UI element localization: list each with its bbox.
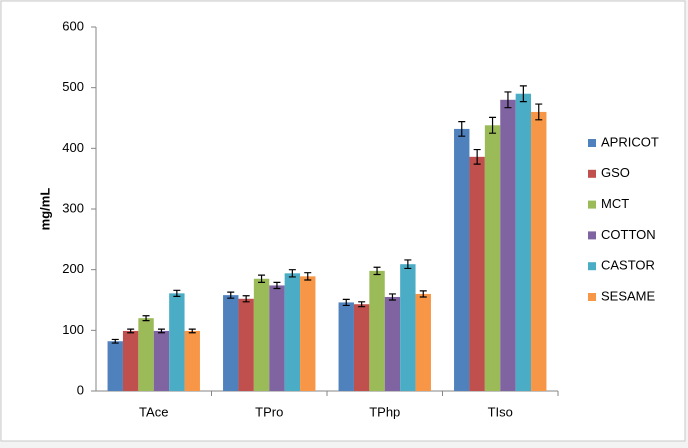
bar (369, 270, 385, 391)
bar (384, 296, 401, 391)
error-bar (535, 103, 543, 121)
y-tick-label: 0 (77, 382, 84, 397)
bar (138, 318, 154, 391)
bar (400, 264, 416, 391)
bar (284, 273, 301, 391)
x-tick-label: TPhp (369, 404, 400, 419)
bar (169, 293, 185, 391)
error-bar (304, 272, 312, 281)
y-axis-label: mg/mL (37, 188, 52, 231)
bar (300, 276, 316, 391)
legend-label: GSO (601, 165, 630, 180)
x-tick-label: TIso (488, 404, 513, 419)
y-tick-label: 600 (62, 18, 84, 33)
y-tick-label: 100 (62, 322, 84, 337)
error-bar (142, 315, 150, 322)
error-bar (458, 121, 466, 137)
bar (223, 295, 239, 391)
bar (454, 128, 470, 392)
error-bar (388, 293, 396, 301)
bar (353, 304, 370, 391)
x-tick-label: TPro (255, 404, 283, 419)
bar (122, 330, 139, 391)
error-bar (127, 328, 135, 334)
error-bar (373, 266, 381, 276)
error-bar (288, 269, 296, 278)
legend-swatch (588, 293, 596, 301)
bar (153, 330, 170, 391)
legend-swatch (588, 200, 596, 209)
error-bar (173, 289, 181, 297)
y-tick-label: 200 (62, 261, 84, 276)
bar (107, 341, 123, 391)
error-bar (519, 85, 527, 103)
bar (253, 278, 270, 391)
bar (269, 285, 285, 391)
error-bar (504, 91, 512, 109)
legend-swatch (588, 169, 596, 178)
bar (184, 330, 200, 391)
legend-label: SESAME (601, 288, 656, 303)
error-bar (227, 291, 235, 299)
error-bar (489, 116, 497, 134)
error-bar (342, 298, 350, 307)
error-bar (242, 295, 250, 303)
legend-label: COTTON (601, 227, 656, 242)
bar (338, 302, 354, 391)
error-bar (404, 259, 412, 270)
legend-swatch (588, 262, 596, 271)
bar (515, 93, 532, 391)
bar (238, 298, 254, 391)
legend-label: CASTOR (601, 258, 655, 273)
legend-label: MCT (601, 196, 629, 211)
y-tick-label: 300 (62, 200, 84, 215)
bar (484, 125, 501, 391)
error-bar (419, 290, 427, 298)
y-tick-label: 500 (62, 79, 84, 94)
legend-swatch (588, 231, 596, 240)
bar (531, 111, 547, 391)
error-bar (188, 328, 196, 334)
error-bar (473, 148, 481, 165)
bar (415, 293, 431, 391)
bar (469, 156, 485, 391)
legend-swatch (588, 139, 596, 147)
error-bar (157, 328, 165, 334)
x-tick-label: TAce (139, 404, 168, 419)
error-bar (111, 338, 119, 344)
error-bar (258, 274, 266, 284)
error-bar (273, 281, 281, 290)
legend-label: APRICOT (601, 134, 659, 149)
error-bar (358, 301, 366, 308)
y-tick-label: 400 (62, 140, 84, 155)
bar (500, 99, 516, 392)
